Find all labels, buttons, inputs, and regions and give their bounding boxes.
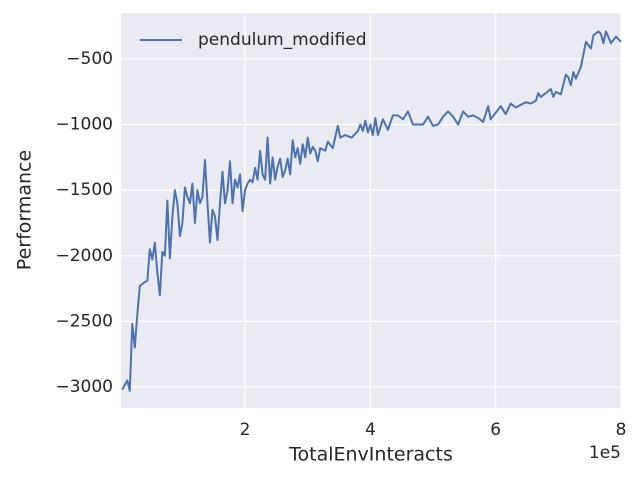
x-tick-label: 4 <box>365 420 376 440</box>
y-tick-label: −1500 <box>55 180 113 200</box>
y-tick-label: −3000 <box>55 377 113 397</box>
plot-area <box>121 13 621 408</box>
x-offset-label: 1e5 <box>589 443 621 463</box>
x-tick-label: 2 <box>240 420 251 440</box>
y-tick-label: −2000 <box>55 246 113 266</box>
x-axis-label: TotalEnvInteracts <box>288 444 453 466</box>
legend-label: pendulum_modified <box>198 30 367 50</box>
y-tick-label: −2500 <box>55 311 113 331</box>
x-tick-label: 8 <box>616 420 627 440</box>
line-series <box>121 30 622 392</box>
y-tick-label: −500 <box>66 49 113 69</box>
y-axis-label: Performance <box>14 150 36 270</box>
y-tick-label: −1000 <box>55 115 113 135</box>
x-tick-label: 6 <box>490 420 501 440</box>
